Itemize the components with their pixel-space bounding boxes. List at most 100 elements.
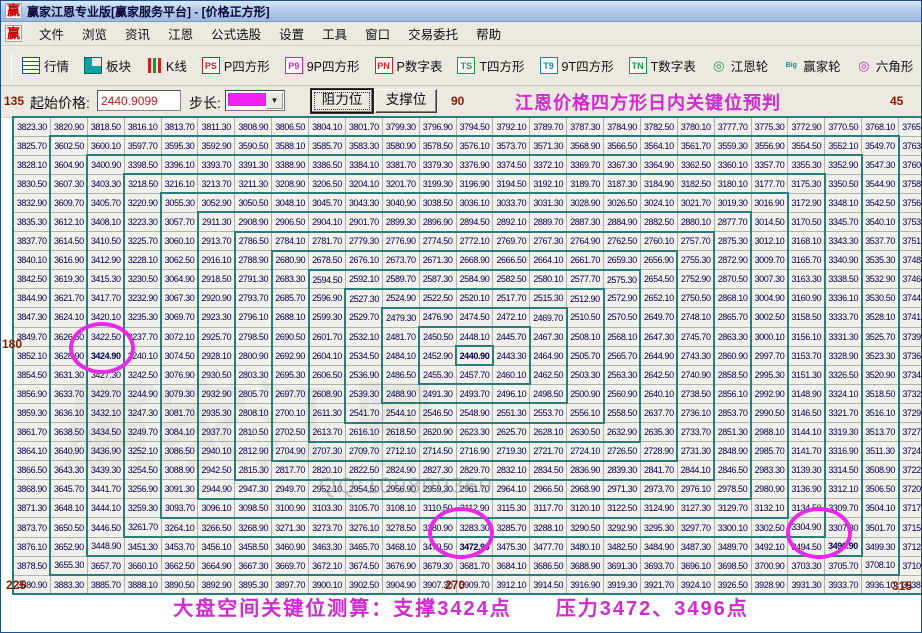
grid-cell: 3811.30 <box>197 116 236 137</box>
toolbar-button-2[interactable]: K线 <box>142 53 191 78</box>
grid-cell: 3511.30 <box>860 441 899 462</box>
toolbar-button-1[interactable]: 板块 <box>80 53 135 78</box>
grid-cell: 3256.90 <box>123 479 162 500</box>
grid-cell: 3880.90 <box>12 574 51 595</box>
grid-cell: 3712.90 <box>897 536 921 557</box>
window-title: 赢家江恩专业版[赢家服务平台] - [价格正方形] <box>27 4 270 19</box>
grid-cell: 3763.30 <box>897 135 921 156</box>
grid-cell: 2884.90 <box>603 211 641 233</box>
menu-item-7[interactable]: 窗口 <box>365 28 391 42</box>
grid-cell: 3729.70 <box>897 402 921 424</box>
grid-cell: 3360.10 <box>713 154 752 175</box>
grid-cell: 3525.70 <box>860 326 899 347</box>
grid-cell: 2484.10 <box>381 345 420 366</box>
grid-cell: 2848.90 <box>713 441 752 462</box>
grid-cell: 3523.30 <box>860 345 899 366</box>
grid-cell: 3806.50 <box>271 116 309 137</box>
grid-cell: 2776.90 <box>381 230 420 252</box>
menu-item-0[interactable]: 文件 <box>39 28 65 42</box>
menubar: 赢 文件 浏览 资讯 江恩 公式选股 设置 工具 窗口 交易委托 帮助 <box>1 22 921 46</box>
support-button[interactable]: 支撑位 <box>375 89 437 113</box>
grid-cell: 2553.70 <box>529 402 568 424</box>
toolbar-button-5[interactable]: PN P数字表 <box>371 53 447 78</box>
menu-item-6[interactable]: 工具 <box>322 28 348 42</box>
grid-cell: 3772.90 <box>787 116 826 137</box>
grid-cell: 2731.30 <box>676 441 715 462</box>
toolbar-button-6[interactable]: TS T四方形 <box>453 53 528 78</box>
grid-cell: 3465.70 <box>344 536 383 557</box>
grid-cell: 2851.30 <box>713 421 752 443</box>
grid-cell: 3232.90 <box>123 288 162 309</box>
grid-cell: 2520.10 <box>455 287 494 309</box>
grid-cell: 3148.90 <box>786 383 826 404</box>
toolbar-button-8[interactable]: TN T数字表 <box>625 53 700 78</box>
grid-cell: 3640.90 <box>49 441 88 462</box>
resistance-button[interactable]: 阻力位 <box>311 89 373 113</box>
grid-cell: 2860.90 <box>713 345 752 366</box>
grid-cell: 2712.10 <box>381 440 420 462</box>
menu-item-9[interactable]: 帮助 <box>476 28 502 42</box>
menu-item-3[interactable]: 江恩 <box>168 28 194 42</box>
grid-cell: 2949.70 <box>271 478 309 500</box>
grid-cell: 3283.30 <box>455 516 494 538</box>
step-dropdown[interactable]: ▼ <box>225 90 285 111</box>
grid-cell: 3552.10 <box>824 135 863 156</box>
grid-cell: 3228.10 <box>123 250 162 271</box>
menu-item-5[interactable]: 设置 <box>279 28 305 42</box>
grid-cell: 2772.10 <box>455 230 494 252</box>
grid-cell: 2491.30 <box>418 383 457 404</box>
grid-cell: 2988.10 <box>750 421 789 443</box>
grid-cell: 3528.10 <box>860 307 899 328</box>
grid-cell: 2532.10 <box>344 326 383 347</box>
grid-cell: 3259.30 <box>123 498 162 519</box>
menu-item-2[interactable]: 资讯 <box>125 28 151 42</box>
grid-cell: 3422.50 <box>86 326 125 347</box>
angle-label-45: 45 <box>890 94 904 108</box>
grid-cell: 3549.70 <box>861 135 899 156</box>
grid-cell: 2587.30 <box>418 268 457 290</box>
toolbar-button-3[interactable]: PS P四方形 <box>198 53 274 78</box>
grid-cell: 2664.10 <box>529 249 568 271</box>
grid-cell: 3304.90 <box>787 517 826 538</box>
toolbar-button-7[interactable]: T9 9T四方形 <box>536 53 618 78</box>
grid-cell: 2565.70 <box>602 345 641 366</box>
grid-cell: 2570.50 <box>602 307 641 328</box>
start-price-input[interactable] <box>97 90 181 111</box>
grid-cell: 3216.10 <box>160 173 199 194</box>
grid-cell: 3012.10 <box>750 231 789 252</box>
chevron-down-icon[interactable]: ▼ <box>266 92 283 109</box>
menu-logo-icon: 赢 <box>5 25 23 42</box>
grid-cell: 2611.30 <box>307 402 346 424</box>
toolbar-button-label: P数字表 <box>396 60 443 74</box>
grid-cell: 3921.70 <box>639 574 678 595</box>
grid-cell: 3655.30 <box>49 555 88 576</box>
grid-cell: 3064.90 <box>160 269 199 290</box>
grid-cell: 2990.50 <box>750 402 789 424</box>
toolbar-button-0[interactable]: 行情 <box>18 53 73 78</box>
grid-cell: 3866.50 <box>12 460 51 481</box>
menu-item-4[interactable]: 公式选股 <box>211 28 262 42</box>
grid-cell: 3357.70 <box>750 154 789 175</box>
grid-cell: 3580.90 <box>381 135 420 156</box>
grid-cell: 3844.90 <box>12 288 51 309</box>
menu-item-8[interactable]: 交易委托 <box>408 28 459 42</box>
grid-cell: 3900.10 <box>308 574 346 595</box>
grid-cell: 3367.30 <box>603 154 641 175</box>
grid-cell: 3302.50 <box>750 516 789 538</box>
grid-cell: 3688.90 <box>566 555 604 576</box>
toolbar-button-11[interactable]: ◎ 六角形 <box>852 53 918 78</box>
grid-cell-keylevel: 3496.90 <box>824 536 863 557</box>
grid-cell: 3124.90 <box>639 497 678 519</box>
toolbar-button-9[interactable]: ◎ 江恩轮 <box>707 53 773 78</box>
grid-cell: 3784.90 <box>603 116 641 137</box>
grid-cell: 3679.30 <box>418 555 457 576</box>
grid-cell: 3408.10 <box>86 211 125 233</box>
toolbar-button-4[interactable]: P9 9P四方形 <box>281 53 364 78</box>
grid-cell: 3667.30 <box>234 555 273 576</box>
toolbar-button-10[interactable]: Big 赢家轮 <box>779 53 845 78</box>
grid-cell: 3801.70 <box>344 116 383 137</box>
grid-cell: 3832.90 <box>12 192 51 213</box>
grid-cell: 3388.90 <box>271 154 309 175</box>
menu-item-1[interactable]: 浏览 <box>82 28 108 42</box>
